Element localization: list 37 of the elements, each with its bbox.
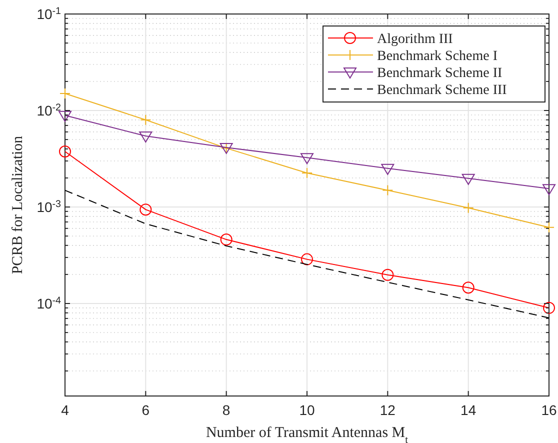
legend-label: Benchmark Scheme II: [377, 66, 503, 81]
point: [139, 132, 152, 143]
legend-label: Algorithm III: [377, 32, 454, 47]
point: [544, 222, 554, 233]
point: [301, 253, 313, 266]
point: [462, 174, 475, 185]
y-tick-label: 10$^{-3}$: [36, 198, 62, 215]
point: [58, 110, 72, 122]
point: [59, 145, 71, 158]
y-axis-title: PCRB for Localization: [10, 135, 26, 274]
y-tick-label: 10$^{-2}$: [36, 102, 61, 118]
x-tick-label: 14: [460, 402, 476, 418]
x-tick-label: 16: [541, 402, 557, 418]
y-tick-label: 10$^{-4}$: [36, 294, 62, 312]
point: [140, 114, 152, 126]
point: [382, 268, 394, 281]
point: [382, 184, 394, 196]
x-tick-label: 4: [61, 402, 70, 418]
point: [220, 234, 232, 246]
point: [300, 153, 314, 164]
x-tick-label: 6: [142, 402, 150, 418]
x-tick-label: 8: [222, 402, 230, 418]
line-series: [64, 190, 550, 318]
legend-label: Benchmark Scheme III: [377, 83, 508, 98]
x-tick-label: 10: [299, 402, 315, 418]
y-tick-label: 10$^{-1}$: [36, 6, 61, 22]
point: [542, 184, 556, 196]
point: [381, 164, 394, 175]
point: [302, 168, 312, 179]
point: [462, 202, 474, 214]
legend-label: Benchmark Scheme I: [377, 49, 498, 64]
point: [140, 204, 152, 216]
x-axis-title: Number of Transmit Antennas M$_{t}$: [206, 425, 408, 443]
x-tick-label: 12: [380, 402, 396, 418]
point: [60, 88, 70, 100]
point: [543, 302, 555, 314]
point: [462, 282, 474, 294]
